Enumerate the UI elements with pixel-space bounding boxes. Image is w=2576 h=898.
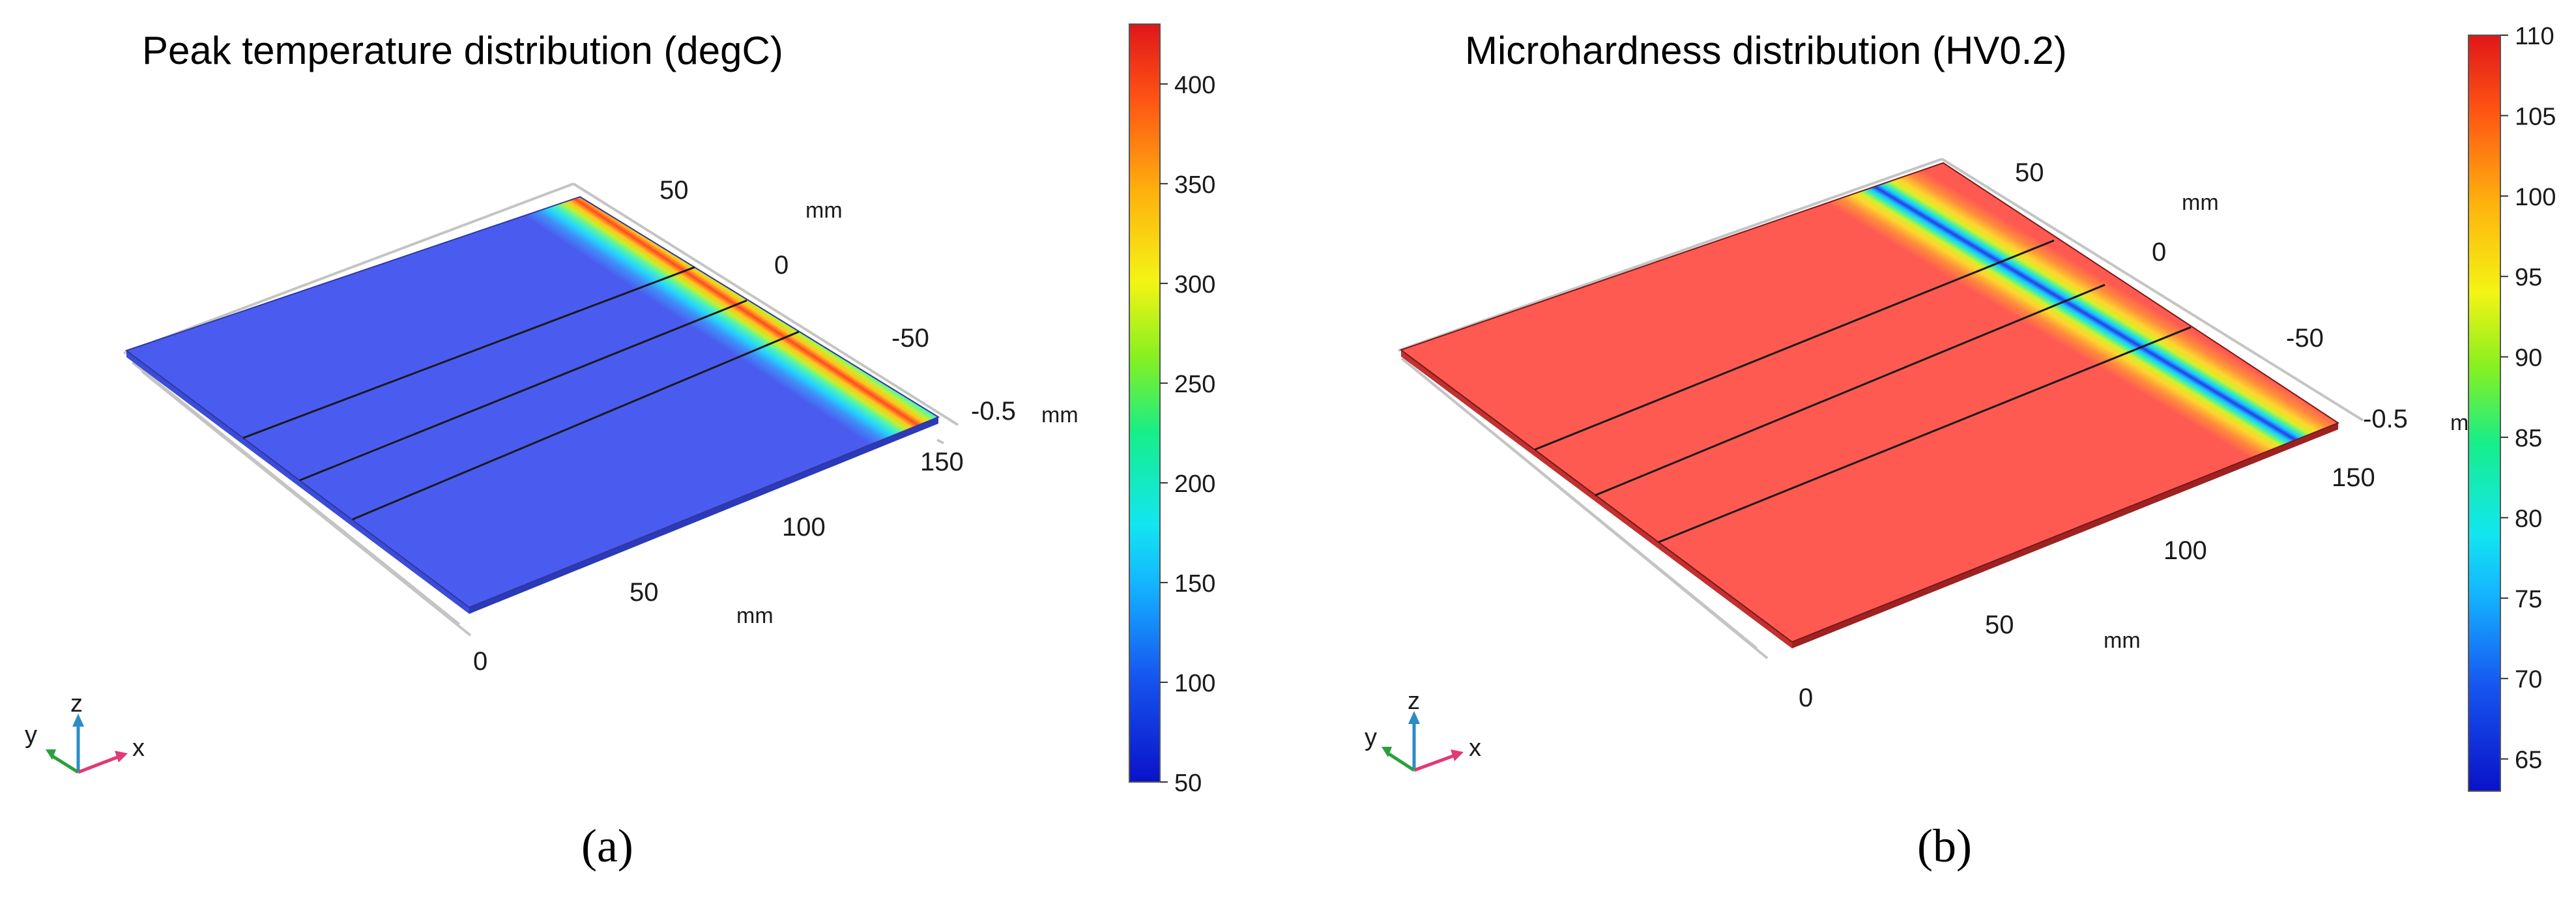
panel-a-colorbar-ticks: 50 100 150 200 250 300 350 400 <box>1160 72 1215 797</box>
panel-b-ytick-0: 0 <box>2152 238 2166 267</box>
panel-a-y-ticks: 50 0 -50 mm <box>659 176 929 353</box>
panel-a-plate-edge <box>126 351 469 614</box>
panel-a-axis-triad: z y x <box>25 690 145 774</box>
colorbar-tick-label: 100 <box>2515 184 2556 211</box>
colorbar-tick-label: 80 <box>2515 505 2542 532</box>
panel-b-y-ticks: 50 0 -50 mm <box>2015 158 2324 353</box>
panel-a: Peak temperature distribution (degC) 50 … <box>25 23 1215 872</box>
panel-b-ytick-50: 50 <box>2015 158 2044 187</box>
panel-a-colorbar <box>1129 23 1161 783</box>
panel-b-x-ticks: 0 50 100 150 mm <box>1799 463 2375 712</box>
panel-a-x-label: mm <box>736 603 774 628</box>
panel-b-caption: (b) <box>1917 820 1972 872</box>
colorbar-tick-label: 50 <box>1174 770 1202 797</box>
panel-b-xtick-0: 0 <box>1799 684 1813 712</box>
colorbar-tick-label: 70 <box>2515 666 2542 693</box>
colorbar-tick-label: 110 <box>2515 23 2554 50</box>
panel-b-ytick--50: -50 <box>2286 324 2324 353</box>
panel-a-ytick--50: -50 <box>891 324 929 353</box>
colorbar-tick-label: 150 <box>1174 570 1215 598</box>
colorbar-tick-label: 105 <box>2515 103 2556 130</box>
colorbar-tick-label: 250 <box>1174 371 1215 398</box>
panel-b-triad-y-arrow <box>1387 751 1415 772</box>
panel-b-weld-lines <box>1534 239 2192 543</box>
panel-a-xtick-50: 50 <box>630 578 659 607</box>
panel-b-z-ticks: -0.5 m <box>2363 405 2468 435</box>
panel-b-xtick-150: 150 <box>2332 463 2375 492</box>
panel-b-axis-lines <box>1398 158 2364 659</box>
panel-b-z-label: m <box>2450 411 2468 435</box>
panel-a-caption: (a) <box>581 820 633 872</box>
panel-a-triad-x-head <box>115 751 128 762</box>
panel-b-triad-y-label: y <box>1365 724 1377 751</box>
panel-a-weld-lines <box>242 266 800 521</box>
panel-b-plate-outline <box>1399 162 2340 643</box>
panel-a-ztick: -0.5 <box>971 397 1016 426</box>
panel-a-plate-outline <box>124 196 940 609</box>
panel-a-y-label: mm <box>805 198 843 223</box>
panel-a-ytick-0: 0 <box>774 251 789 280</box>
panel-a-title: Peak temperature distribution (degC) <box>142 29 783 72</box>
panel-a-triad-y-head <box>46 749 56 760</box>
colorbar-tick-label: 85 <box>2515 425 2542 452</box>
panel-a-xtick-150: 150 <box>920 448 964 476</box>
panel-a-x-ticks: 0 50 100 150 mm <box>473 448 964 676</box>
panel-a-triad-x-arrow <box>78 755 118 774</box>
panel-b-triad-x-head <box>1451 749 1464 761</box>
panel-b-xtick-50: 50 <box>1985 611 2014 639</box>
colorbar-tick-label: 350 <box>1174 171 1215 199</box>
panel-b-triad-x-label: x <box>1469 734 1481 762</box>
panel-b-triad-z-label: z <box>1408 688 1420 715</box>
panel-b-xtick-100: 100 <box>2164 536 2207 565</box>
colorbar-tick-label: 100 <box>1174 670 1215 697</box>
panel-b-colorbar <box>2468 35 2501 792</box>
panel-a-plate-surface <box>126 197 938 607</box>
panel-a-triad-x-label: x <box>132 734 145 762</box>
colorbar-tick-label: 95 <box>2515 264 2542 291</box>
panel-a-ytick-50: 50 <box>659 176 689 205</box>
panel-b-y-label: mm <box>2182 190 2219 215</box>
panel-b-x-label: mm <box>2104 628 2141 653</box>
panel-b-title: Microhardness distribution (HV0.2) <box>1465 29 2067 72</box>
panel-a-triad-z-head <box>72 714 84 727</box>
panel-a-triad-y-label: y <box>25 721 37 749</box>
panel-b-triad-x-arrow <box>1413 754 1454 772</box>
panel-b-axis-triad: z y x <box>1365 688 1481 772</box>
colorbar-tick-label: 300 <box>1174 271 1215 298</box>
panel-b-triad-y-head <box>1382 747 1392 757</box>
panel-a-xtick-100: 100 <box>782 513 826 542</box>
colorbar-tick-label: 90 <box>2515 345 2542 372</box>
colorbar-tick-label: 400 <box>1174 72 1215 99</box>
panel-b-plate-edge-front <box>1792 423 2338 648</box>
panel-a-z-ticks: -0.5 mm <box>971 397 1078 427</box>
panel-a-plate-edge-front <box>469 417 938 614</box>
colorbar-tick-label: 75 <box>2515 586 2542 613</box>
colorbar-tick-label: 65 <box>2515 747 2542 774</box>
panel-b-triad-z-head <box>1408 711 1420 724</box>
colorbar-tick-label: 200 <box>1174 471 1215 498</box>
panel-a-triad-y-arrow <box>51 754 80 774</box>
panel-a-axis-lines <box>123 182 959 637</box>
panel-a-xtick-0: 0 <box>473 647 487 676</box>
panel-b: Microhardness distribution (HV0.2) 50 0 … <box>1365 23 2556 872</box>
panel-b-ztick: -0.5 <box>2363 405 2408 433</box>
panel-b-colorbar-ticks: 65 70 75 80 85 90 95 100 105 110 <box>2500 23 2556 774</box>
panel-b-plate-edge <box>1401 350 1792 648</box>
panel-a-z-label: mm <box>1041 403 1078 427</box>
panel-b-plate-surface <box>1401 163 2338 642</box>
panel-a-triad-z-label: z <box>70 690 83 717</box>
